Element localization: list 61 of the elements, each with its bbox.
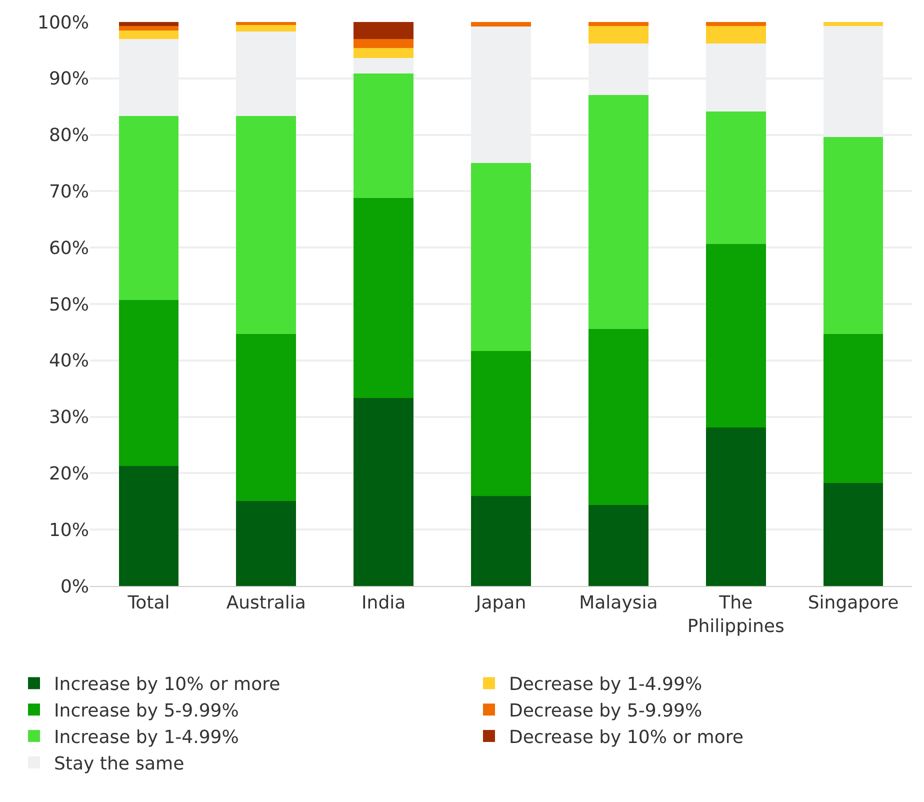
bar: [471, 163, 531, 351]
x-tick-label: Singapore: [808, 592, 899, 614]
y-tick-label: 70%: [48, 182, 89, 202]
bar: [706, 22, 766, 26]
legend-label: Decrease by 10% or more: [509, 726, 744, 748]
x-tick-label: Malaysia: [579, 592, 658, 614]
legend-label: Increase by 1-4.99%: [54, 726, 239, 748]
bar: [354, 398, 414, 586]
bar: [118, 30, 179, 39]
bar: [354, 73, 414, 198]
bar: [706, 244, 766, 428]
bar: [588, 94, 648, 329]
y-tick-label: 0%: [60, 576, 89, 598]
bar: [236, 116, 296, 334]
bar: [588, 26, 648, 44]
x-tick-label: Australia: [226, 592, 306, 614]
y-tick-label: 80%: [48, 125, 89, 146]
bar: [236, 22, 296, 25]
bar: [118, 26, 179, 30]
x-tick-label: Total: [126, 592, 170, 614]
bar: [823, 137, 884, 334]
y-tick-label: 10%: [48, 520, 89, 541]
bar: [706, 112, 766, 244]
bar: [706, 26, 766, 44]
bar: [706, 428, 766, 586]
bar: [588, 504, 648, 586]
bar: [236, 334, 296, 501]
legend-label: Decrease by 1-4.99%: [509, 674, 702, 696]
bar: [471, 350, 531, 496]
y-tick-label: 40%: [48, 350, 89, 372]
x-tick-label: The Philippines: [687, 592, 784, 637]
legend-label: Increase by 5-9.99%: [54, 700, 239, 722]
bar: [588, 22, 648, 26]
y-tick-label: 90%: [48, 68, 89, 90]
bar: [118, 116, 179, 300]
bar: [354, 22, 414, 39]
bar: [354, 48, 414, 58]
y-tick-label: 100%: [38, 12, 89, 34]
bar: [588, 328, 648, 505]
bar: [354, 58, 414, 74]
bar: [354, 198, 414, 398]
legend-label: Increase by 10% or more: [54, 674, 280, 696]
bar: [236, 500, 296, 586]
bar: [118, 300, 179, 466]
bar: [354, 38, 414, 48]
bar: [471, 22, 531, 27]
y-tick-label: 20%: [48, 464, 89, 484]
x-tick-label: India: [361, 592, 406, 614]
legend-label: Stay the same: [54, 753, 184, 774]
bar: [236, 24, 296, 32]
bar: [118, 466, 179, 586]
bar: [823, 22, 884, 26]
bar: [471, 496, 531, 586]
bar: [823, 482, 884, 586]
y-tick-label: 30%: [48, 407, 89, 428]
y-tick-label: 50%: [48, 294, 89, 316]
legend-label: Decrease by 5-9.99%: [509, 700, 702, 722]
bar: [118, 22, 179, 26]
y-tick-label: 60%: [48, 238, 89, 259]
x-tick-label: Japan: [474, 592, 526, 614]
bar: [823, 334, 884, 483]
